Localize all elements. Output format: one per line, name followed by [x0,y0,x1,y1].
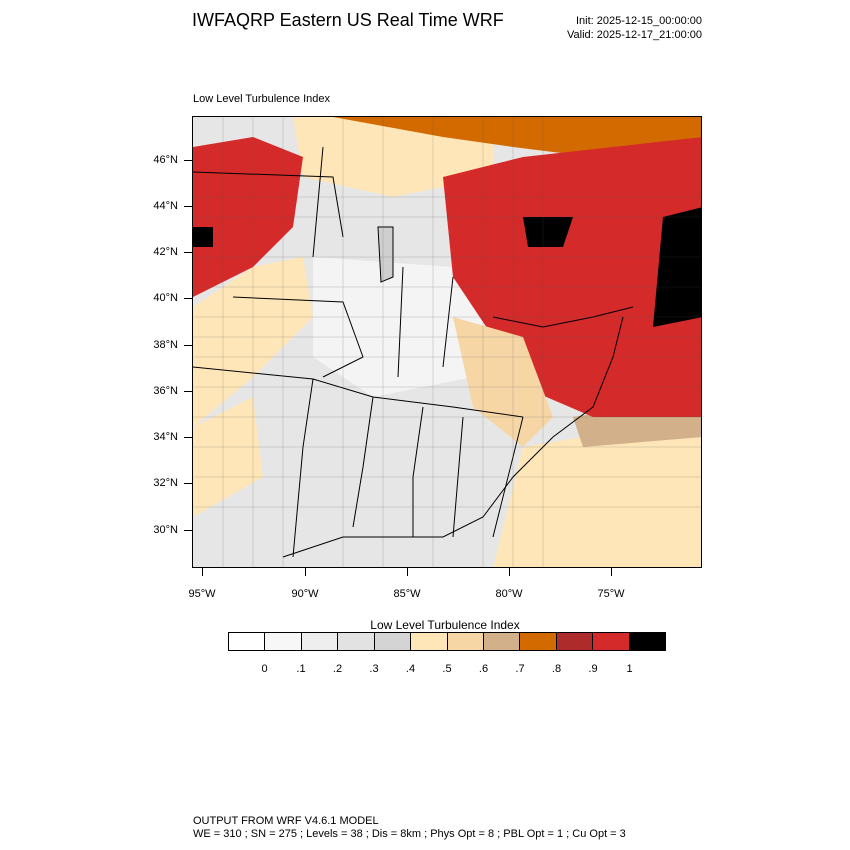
colorbar-swatch [338,633,375,650]
colorbar-label: 1 [626,663,633,675]
central-light-region [313,257,493,397]
colorbar-swatch [593,633,630,650]
colorbar-label: .9 [588,663,598,675]
colorbar-label: .7 [515,663,525,675]
colorbar-swatch [483,633,521,650]
lat-label-34: 34°N [153,431,178,443]
lon-tick [305,568,306,576]
lon-label-90: 90°W [291,588,319,600]
colorbar-swatch [629,633,666,650]
colorbar-swatch [447,633,484,650]
lat-tick [184,252,192,253]
lat-tick [184,160,192,161]
colorbar-swatch [411,633,448,650]
lat-tick [184,298,192,299]
map-subtitle: Low Level Turbulence Index [193,93,330,105]
lon-label-75: 75°W [597,588,625,600]
colorbar-swatch [374,633,412,650]
lat-label-36: 36°N [153,385,178,397]
lon-tick [202,568,203,576]
northeast-black-patch [523,217,573,247]
colorbar-label: .4 [405,663,416,675]
colorbar [228,632,666,651]
colorbar-swatch [301,633,339,650]
lat-label-32: 32°N [153,477,178,489]
colorbar-label: .6 [478,663,489,675]
north-orange-band [333,117,701,157]
northwest-black-patch [193,227,213,247]
valid-time: Valid: 2025-12-17_21:00:00 [567,29,702,41]
colorbar-label: .1 [296,663,306,675]
lake-michigan [377,226,394,283]
plot-title: IWFAQRP Eastern US Real Time WRF [192,10,504,30]
county-boundaries [193,117,701,567]
model-info-line1: OUTPUT FROM WRF V4.6.1 MODEL [193,815,379,827]
lon-tick [407,568,408,576]
colorbar-label: .8 [551,663,562,675]
southwest-peach-region [193,397,263,517]
lon-tick [509,568,510,576]
lat-tick [184,345,192,346]
lon-tick [611,568,612,576]
lat-label-38: 38°N [153,339,178,351]
lat-tick [184,483,192,484]
turbulence-map [192,116,702,568]
colorbar-swatch [229,633,266,650]
map-graphic [193,117,701,567]
lat-tick [184,437,192,438]
colorbar-label: .5 [442,663,452,675]
colorbar-label: .3 [369,663,379,675]
init-time: Init: 2025-12-15_00:00:00 [576,15,702,27]
lat-label-40: 40°N [153,292,178,304]
model-info-line2: WE = 310 ; SN = 275 ; Levels = 38 ; Dis … [193,828,626,840]
lat-label-46: 46°N [153,154,178,166]
lat-label-30: 30°N [153,524,178,536]
coastline [282,316,624,558]
ocean-low-region [493,417,701,567]
lat-tick [184,391,192,392]
colorbar-swatch [265,633,302,650]
colorbar-title: Low Level Turbulence Index [370,618,520,632]
lon-label-85: 85°W [393,588,421,600]
colorbar-swatch [556,633,594,650]
lat-tick [184,530,192,531]
lat-tick [184,206,192,207]
colorbar-swatch [520,633,557,650]
appalachian-tan-region [453,317,553,447]
init-valid-times: Init: 2025-12-15_00:00:00 Valid: 2025-12… [567,14,702,42]
colorbar-label: .2 [332,663,343,675]
colorbar-label: 0 [261,663,268,675]
lat-label-44: 44°N [153,200,178,212]
lat-label-42: 42°N [153,246,178,258]
atlantic-black-patch [653,207,701,327]
lon-label-80: 80°W [495,588,523,600]
lon-label-95: 95°W [188,588,216,600]
